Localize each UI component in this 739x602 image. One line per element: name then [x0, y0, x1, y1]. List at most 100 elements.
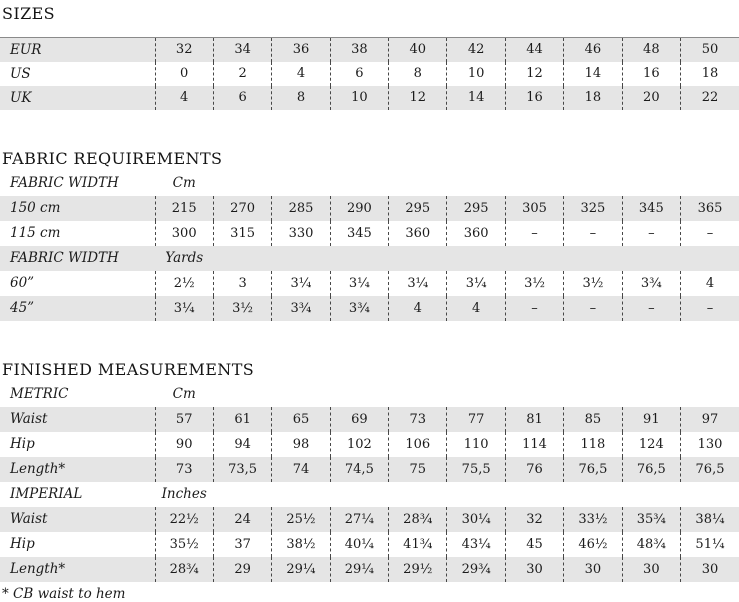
- table-row: Length* 28¾ 29 29¼ 29¼ 29½ 29¾ 30 30 30 30: [0, 556, 739, 582]
- table-cell: 29½: [388, 556, 447, 582]
- finished-section-title: FINISHED MEASUREMENTS: [2, 359, 255, 379]
- table-row: IMPERIAL Inches: [0, 482, 739, 507]
- table-cell: 50: [680, 37, 739, 62]
- table-cell: 290: [329, 195, 389, 221]
- table-cell: 4: [446, 295, 506, 321]
- table-cell: 30¼: [446, 506, 506, 532]
- table-cell: 44: [504, 37, 564, 62]
- table-cell: 300: [154, 220, 214, 246]
- table-cell: 37: [212, 531, 272, 557]
- row-label: Waist: [10, 411, 48, 427]
- table-row: METRIC Cm: [0, 382, 739, 407]
- table-cell: 295: [388, 195, 447, 221]
- table-cell: 46: [563, 37, 623, 62]
- table-cell: 3¼: [154, 295, 214, 321]
- table-cell: 25½: [271, 506, 331, 532]
- table-cell: 35½: [154, 531, 214, 557]
- row-label: 115 cm: [10, 225, 61, 241]
- table-row: 150 cm 215 270 285 290 295 295 305 325 345 365: [0, 195, 739, 221]
- table-cell: 28¾: [154, 556, 214, 582]
- table-cell: 81: [504, 406, 564, 432]
- table-cell: 6: [329, 61, 389, 86]
- table-cell: –: [680, 220, 739, 246]
- size-chart-document: SIZES EUR 32 34 36 38 40 42 44 46 48 50 US 0 2 4 6 8 10 12…: [0, 4, 739, 602]
- row-label: IMPERIAL: [10, 486, 83, 502]
- table-cell: 114: [504, 431, 564, 457]
- table-cell: 3¾: [329, 295, 389, 321]
- footnote: * CB waist to hem: [2, 585, 126, 602]
- table-cell: 124: [621, 431, 681, 457]
- sizes-table: EUR 32 34 36 38 40 42 44 46 48 50 US 0 2 4 6 8 10 12 14 16 18…: [0, 37, 739, 110]
- table-cell: 75,5: [446, 456, 506, 482]
- table-cell: 130: [680, 431, 739, 457]
- table-cell: 285: [271, 195, 331, 221]
- table-cell: 32: [154, 37, 214, 62]
- table-cell: 3¼: [388, 270, 447, 296]
- table-cell: 30: [563, 556, 623, 582]
- table-cell: 40¼: [329, 531, 389, 557]
- table-cell: 102: [329, 431, 389, 457]
- table-cell: –: [680, 295, 739, 321]
- row-label: UK: [10, 89, 32, 106]
- row-label: FABRIC WIDTH: [10, 175, 119, 191]
- table-cell: 4: [154, 85, 214, 110]
- table-cell: 270: [212, 195, 272, 221]
- row-label: EUR: [10, 41, 42, 58]
- table-cell: –: [621, 220, 681, 246]
- table-cell: 38: [329, 37, 389, 62]
- table-row: FABRIC WIDTH Yards: [0, 245, 739, 271]
- table-cell: 14: [446, 85, 506, 110]
- fabric-requirements-table: FABRIC WIDTH Cm 150 cm 215 270 285 290 295 295 30…: [0, 171, 739, 321]
- table-cell: 29: [212, 556, 272, 582]
- table-cell: –: [621, 295, 681, 321]
- table-cell: 32: [504, 506, 564, 532]
- table-cell: 36: [271, 37, 331, 62]
- table-cell: 65: [271, 406, 331, 432]
- table-row: FABRIC WIDTH Cm: [0, 171, 739, 196]
- unit-label: Cm: [172, 175, 196, 191]
- table-cell: 8: [271, 85, 331, 110]
- table-cell: 73: [388, 406, 447, 432]
- section-finished-measurements: FINISHED MEASUREMENTS METRIC Cm Waist 57 61 6…: [0, 360, 739, 582]
- header-filler: [213, 382, 739, 407]
- table-cell: 16: [621, 61, 681, 86]
- table-cell: 29¼: [271, 556, 331, 582]
- table-cell: 51¼: [680, 531, 739, 557]
- table-cell: 41¾: [388, 531, 447, 557]
- table-cell: 73: [154, 456, 214, 482]
- table-cell: 330: [271, 220, 331, 246]
- row-label: Waist: [10, 511, 48, 527]
- table-cell: 29¼: [329, 556, 389, 582]
- table-cell: 18: [680, 61, 739, 86]
- table-cell: 4: [680, 270, 739, 296]
- table-cell: 360: [388, 220, 447, 246]
- table-cell: 3¼: [271, 270, 331, 296]
- table-cell: 33½: [563, 506, 623, 532]
- section-sizes: SIZES EUR 32 34 36 38 40 42 44 46 48 50 US 0 2 4 6 8 10 12…: [0, 4, 739, 110]
- table-cell: 35¾: [621, 506, 681, 532]
- table-cell: 34: [212, 37, 272, 62]
- table-cell: 76,5: [680, 456, 739, 482]
- table-cell: 48¾: [621, 531, 681, 557]
- table-cell: 3½: [212, 295, 272, 321]
- table-cell: 3¼: [329, 270, 389, 296]
- table-row: EUR 32 34 36 38 40 42 44 46 48 50: [0, 37, 739, 62]
- table-cell: 2: [212, 61, 272, 86]
- table-cell: 29¾: [446, 556, 506, 582]
- table-cell: 16: [504, 85, 564, 110]
- table-cell: 3¾: [271, 295, 331, 321]
- table-cell: –: [563, 295, 623, 321]
- table-cell: 3½: [563, 270, 623, 296]
- table-cell: 74: [271, 456, 331, 482]
- table-row: 45” 3¼ 3½ 3¾ 3¾ 4 4– – – –: [0, 295, 739, 321]
- table-cell: 61: [212, 406, 272, 432]
- row-label: Hip: [10, 536, 35, 552]
- table-cell: 27¼: [329, 506, 389, 532]
- table-cell: 10: [446, 61, 506, 86]
- table-cell: 325: [563, 195, 623, 221]
- table-cell: 3: [212, 270, 272, 296]
- table-cell: 48: [621, 37, 681, 62]
- table-cell: 28¾: [388, 506, 447, 532]
- table-row: UK 4 6 8 10 12 14 16 18 20 22: [0, 85, 739, 110]
- table-cell: 215: [154, 195, 214, 221]
